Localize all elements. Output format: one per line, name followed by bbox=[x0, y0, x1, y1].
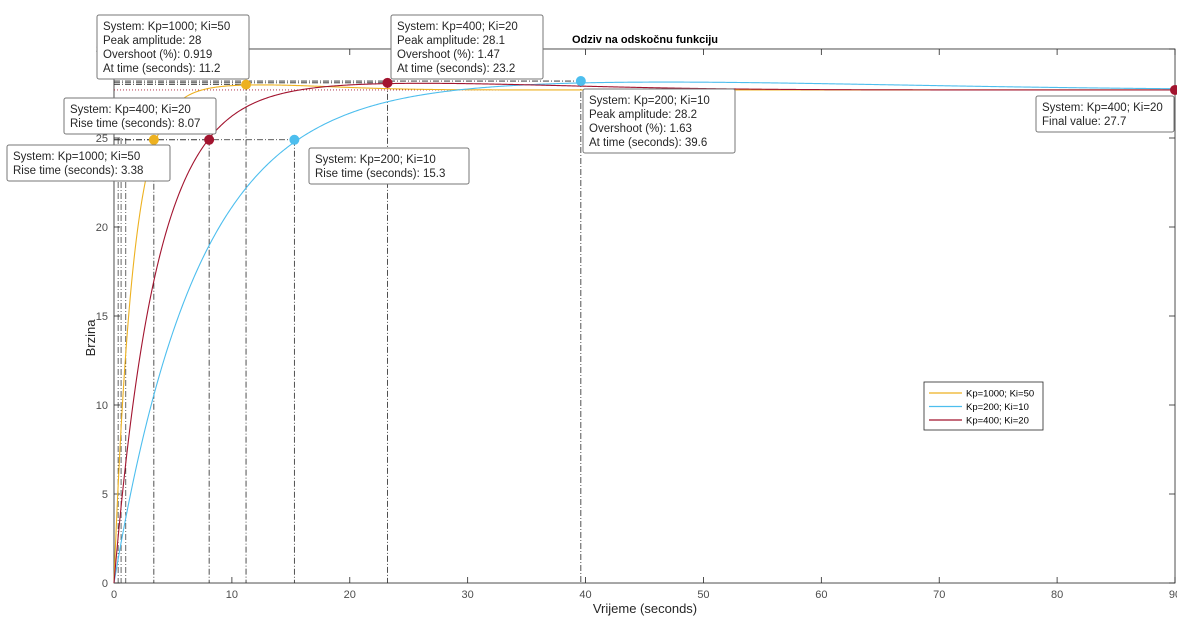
data-tip-line: Peak amplitude: 28.2 bbox=[589, 109, 697, 121]
marker-final bbox=[1170, 84, 1177, 95]
data-tip-box bbox=[63, 97, 217, 135]
y-tick-label: 20 bbox=[96, 222, 108, 234]
data-tip-rise: System: Kp=1000; Ki=50 Rise time (seconds… bbox=[6, 144, 171, 182]
y-tick-label: 0 bbox=[102, 578, 108, 590]
data-tip-line: Overshoot (%): 1.47 bbox=[397, 49, 500, 61]
x-tick-label: 50 bbox=[697, 589, 709, 601]
series-line bbox=[113, 82, 1175, 584]
data-tip-line: Rise time (seconds): 15.3 bbox=[315, 168, 445, 180]
x-tick-label: 20 bbox=[344, 589, 356, 601]
data-tip-line: System: Kp=200; Ki=10 bbox=[315, 154, 436, 166]
data-tips: System: Kp=1000; Ki=50 Peak amplitude: 28… bbox=[6, 14, 1175, 185]
data-tip-line: At time (seconds): 11.2 bbox=[103, 63, 220, 75]
data-tip-line: System: Kp=1000; Ki=50 bbox=[13, 151, 140, 163]
marker-peak bbox=[382, 77, 393, 88]
x-axis-label: Vrijeme (seconds) bbox=[593, 601, 697, 616]
data-tip-box bbox=[308, 147, 470, 185]
y-tick-label: 5 bbox=[102, 489, 108, 501]
y-tick-label: 25 bbox=[96, 133, 108, 145]
legend: Kp=1000; Ki=50 Kp=200; Ki=10 Kp=400; Ki=20 bbox=[923, 381, 1044, 431]
data-tip-final: System: Kp=400; Ki=20 Final value: 27.7 bbox=[1035, 95, 1175, 133]
x-tick-label: 40 bbox=[579, 589, 591, 601]
x-tick-label: 70 bbox=[933, 589, 945, 601]
y-tick-label: 15 bbox=[96, 311, 108, 323]
x-tick-label: 80 bbox=[1051, 589, 1063, 601]
y-tick-label: 10 bbox=[96, 400, 108, 412]
data-tip-peak: System: Kp=1000; Ki=50 Peak amplitude: 28… bbox=[96, 14, 250, 80]
data-tip-line: Peak amplitude: 28.1 bbox=[397, 35, 505, 47]
series-line bbox=[113, 81, 1176, 584]
data-tip-line: At time (seconds): 39.6 bbox=[589, 137, 707, 149]
x-tick-label: 60 bbox=[815, 589, 827, 601]
x-tick-label: 30 bbox=[462, 589, 474, 601]
marker-rise bbox=[148, 134, 159, 145]
data-tip-line: System: Kp=400; Ki=20 bbox=[70, 104, 191, 116]
data-tip-box bbox=[582, 88, 736, 154]
data-tip-box bbox=[6, 144, 171, 182]
data-tip-rise: System: Kp=200; Ki=10 Rise time (seconds)… bbox=[308, 147, 470, 185]
data-tip-line: Overshoot (%): 0.919 bbox=[103, 49, 212, 61]
data-tip-line: System: Kp=400; Ki=20 bbox=[397, 21, 518, 33]
legend-label: Kp=1000; Ki=50 bbox=[966, 389, 1034, 400]
x-tick-label: 90 bbox=[1169, 589, 1177, 601]
data-tip-line: System: Kp=1000; Ki=50 bbox=[103, 21, 230, 33]
data-tip-line: Final value: 27.7 bbox=[1042, 116, 1126, 128]
data-tip-box bbox=[96, 14, 250, 80]
data-tip-box bbox=[1035, 95, 1175, 133]
data-tip-line: System: Kp=200; Ki=10 bbox=[589, 95, 710, 107]
data-tip-line: Overshoot (%): 1.63 bbox=[589, 123, 692, 135]
data-tip-box bbox=[390, 14, 544, 80]
marker-rise bbox=[204, 134, 215, 145]
marker-peak bbox=[241, 79, 252, 90]
data-tip-peak: System: Kp=400; Ki=20 Peak amplitude: 28.… bbox=[390, 14, 544, 80]
data-tip-line: Rise time (seconds): 8.07 bbox=[70, 118, 200, 130]
data-tip-peak: System: Kp=200; Ki=10 Peak amplitude: 28.… bbox=[582, 88, 736, 154]
data-tip-line: System: Kp=400; Ki=20 bbox=[1042, 102, 1163, 114]
marker-rise bbox=[289, 134, 300, 145]
characteristic-markers bbox=[148, 76, 1177, 145]
y-axis-label: Brzina bbox=[83, 319, 98, 357]
chart-title: Odziv na odskočnu funkciju bbox=[572, 34, 718, 46]
data-tip-line: Rise time (seconds): 3.38 bbox=[13, 165, 143, 177]
legend-label: Kp=200; Ki=10 bbox=[966, 402, 1029, 413]
x-tick-label: 10 bbox=[226, 589, 238, 601]
legend-box bbox=[923, 381, 1044, 431]
data-tip-line: At time (seconds): 23.2 bbox=[397, 63, 515, 75]
data-tip-line: Peak amplitude: 28 bbox=[103, 35, 201, 47]
data-tip-rise: System: Kp=400; Ki=20 Rise time (seconds)… bbox=[63, 97, 217, 135]
x-tick-label: 0 bbox=[111, 589, 117, 601]
marker-peak bbox=[575, 76, 586, 87]
legend-label: Kp=400; Ki=20 bbox=[966, 416, 1029, 427]
